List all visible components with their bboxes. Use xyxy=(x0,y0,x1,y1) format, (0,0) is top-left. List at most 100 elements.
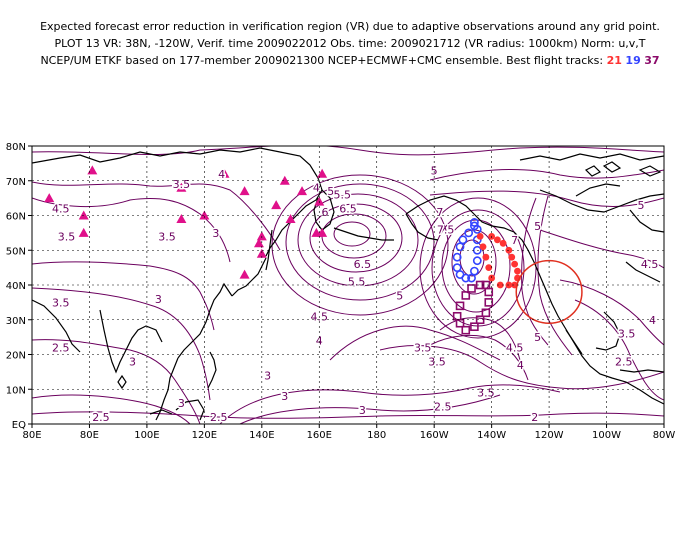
flight-tracks xyxy=(452,218,521,335)
contour-label: 5 xyxy=(534,220,541,233)
contour-label: 2.5 xyxy=(210,411,228,424)
radiosonde-station-marker xyxy=(219,168,230,178)
contour-label: 6.5 xyxy=(339,203,357,216)
track-21-point xyxy=(476,232,484,240)
track-37-point xyxy=(461,325,471,335)
lat-tick-label: 60N xyxy=(6,212,26,223)
axis-ticks: 80E 80E 100E 120E 140E 160E 180 160W 140W 120W 100… xyxy=(6,142,676,441)
lat-tick-label: 30N xyxy=(6,316,26,327)
radiosonde-station-marker xyxy=(176,182,187,192)
track-37-number: 37 xyxy=(644,54,660,67)
radiosonde-station-marker xyxy=(78,210,89,220)
contour-label: 5.5 xyxy=(348,276,366,289)
radiosonde-station-marker xyxy=(87,165,98,175)
track-37-point xyxy=(455,318,465,328)
contour-label: 5 xyxy=(431,164,438,177)
track-19-point xyxy=(467,273,476,283)
contour-label: 4 xyxy=(517,359,524,372)
radiosonde-station-marker xyxy=(285,213,296,223)
track-37-point xyxy=(461,291,471,300)
contour-label: 6.5 xyxy=(354,258,372,271)
track-19-point xyxy=(461,273,471,283)
track-37-point xyxy=(467,284,476,293)
contour-label: 5 xyxy=(327,185,334,198)
radiosonde-station-marker xyxy=(297,186,308,196)
track-19-point xyxy=(469,266,479,276)
contour-label: 3.5 xyxy=(477,387,495,400)
radiosonde-station-marker xyxy=(78,227,89,237)
track-21-point xyxy=(488,274,496,282)
contour-label: 3 xyxy=(155,293,162,306)
track-19-point xyxy=(455,242,465,252)
track-21-point xyxy=(482,253,490,261)
radiosonde-station-marker xyxy=(256,231,267,241)
radiosonde-station-marker xyxy=(253,238,264,248)
radiosonde-station-marker xyxy=(239,269,250,279)
contour-label: 4.5 xyxy=(506,342,524,355)
contour-label: 4 xyxy=(649,314,656,327)
contour-label: 3.5 xyxy=(618,328,636,341)
contour-label: 2 xyxy=(531,411,538,424)
contour-label: 7.5 xyxy=(437,223,455,236)
track-37-point xyxy=(484,287,494,297)
contour-label: 7 xyxy=(436,206,443,219)
lon-tick-label: 80W xyxy=(653,430,676,441)
track-21-point xyxy=(496,281,504,289)
contour-label: 3 xyxy=(281,390,288,403)
lon-tick-label: 120W xyxy=(535,430,564,441)
contour-label: 3 xyxy=(129,355,136,368)
radiosonde-station-marker xyxy=(317,227,328,237)
track-19-point xyxy=(452,252,462,262)
contour-label: 3 xyxy=(359,404,366,417)
lon-tick-label: 100E xyxy=(134,430,159,441)
contour-label: 3.5 xyxy=(58,230,76,243)
track-21-point xyxy=(499,239,507,247)
contour-label: 3 xyxy=(264,369,271,382)
contour-label: 5 xyxy=(396,289,403,302)
lon-tick-label: 100W xyxy=(592,430,621,441)
contour-label: 5 xyxy=(534,331,541,344)
coastlines xyxy=(32,147,664,421)
track-21-point xyxy=(479,243,487,251)
track-19-point xyxy=(472,224,482,234)
lat-tick-label: 50N xyxy=(6,246,26,257)
lon-tick-label: 180 xyxy=(367,430,386,441)
title-block: Expected forecast error reduction in ver… xyxy=(0,18,700,69)
contour-label: 2.5 xyxy=(92,411,110,424)
contour-label: 3 xyxy=(178,397,185,410)
contour-label: 2.5 xyxy=(434,401,452,414)
contour-label: 2.5 xyxy=(52,342,70,355)
contour-label: 5.5 xyxy=(334,189,352,202)
radiosonde-station-marker xyxy=(44,193,55,203)
title-line-3: NCEP/UM ETKF based on 177-member 2009021… xyxy=(0,52,700,69)
verification-region-layer xyxy=(515,259,583,325)
contour-label: 6 xyxy=(322,206,329,219)
lon-tick-label: 160E xyxy=(307,430,332,441)
radiosonde-station-marker xyxy=(256,248,267,258)
contour-label: 5 xyxy=(638,199,645,212)
track-19-point xyxy=(464,228,474,238)
contour-label: 3.5 xyxy=(428,355,446,368)
lat-tick-label: 10N xyxy=(6,385,26,396)
track-21-point xyxy=(514,267,521,275)
track-21-point xyxy=(493,236,501,244)
contour-label: 3.5 xyxy=(52,296,70,309)
contour-label: 4.5 xyxy=(641,258,659,271)
lat-tick-label: 70N xyxy=(6,177,26,188)
contour-label: 3.5 xyxy=(173,178,191,191)
lon-tick-label: 140W xyxy=(477,430,506,441)
lon-tick-label: 120E xyxy=(192,430,217,441)
track-19-point xyxy=(458,235,468,245)
contour-label: 3.5 xyxy=(158,230,176,243)
track-21-point xyxy=(511,260,519,268)
contour-label: 7 xyxy=(511,234,518,247)
track-21-point xyxy=(508,253,516,261)
track-19-number: 19 xyxy=(625,54,641,67)
track-37-point xyxy=(484,298,494,307)
radiosonde-station-marker xyxy=(239,186,250,196)
verification-region-circle xyxy=(515,259,583,325)
contour-label: 4.5 xyxy=(52,203,70,216)
contour-labels: 54.53.543.5 3.5 34 5 5.56 6.5 77.576.55.554.54… xyxy=(50,163,659,424)
radiosonde-station-marker xyxy=(279,175,290,185)
